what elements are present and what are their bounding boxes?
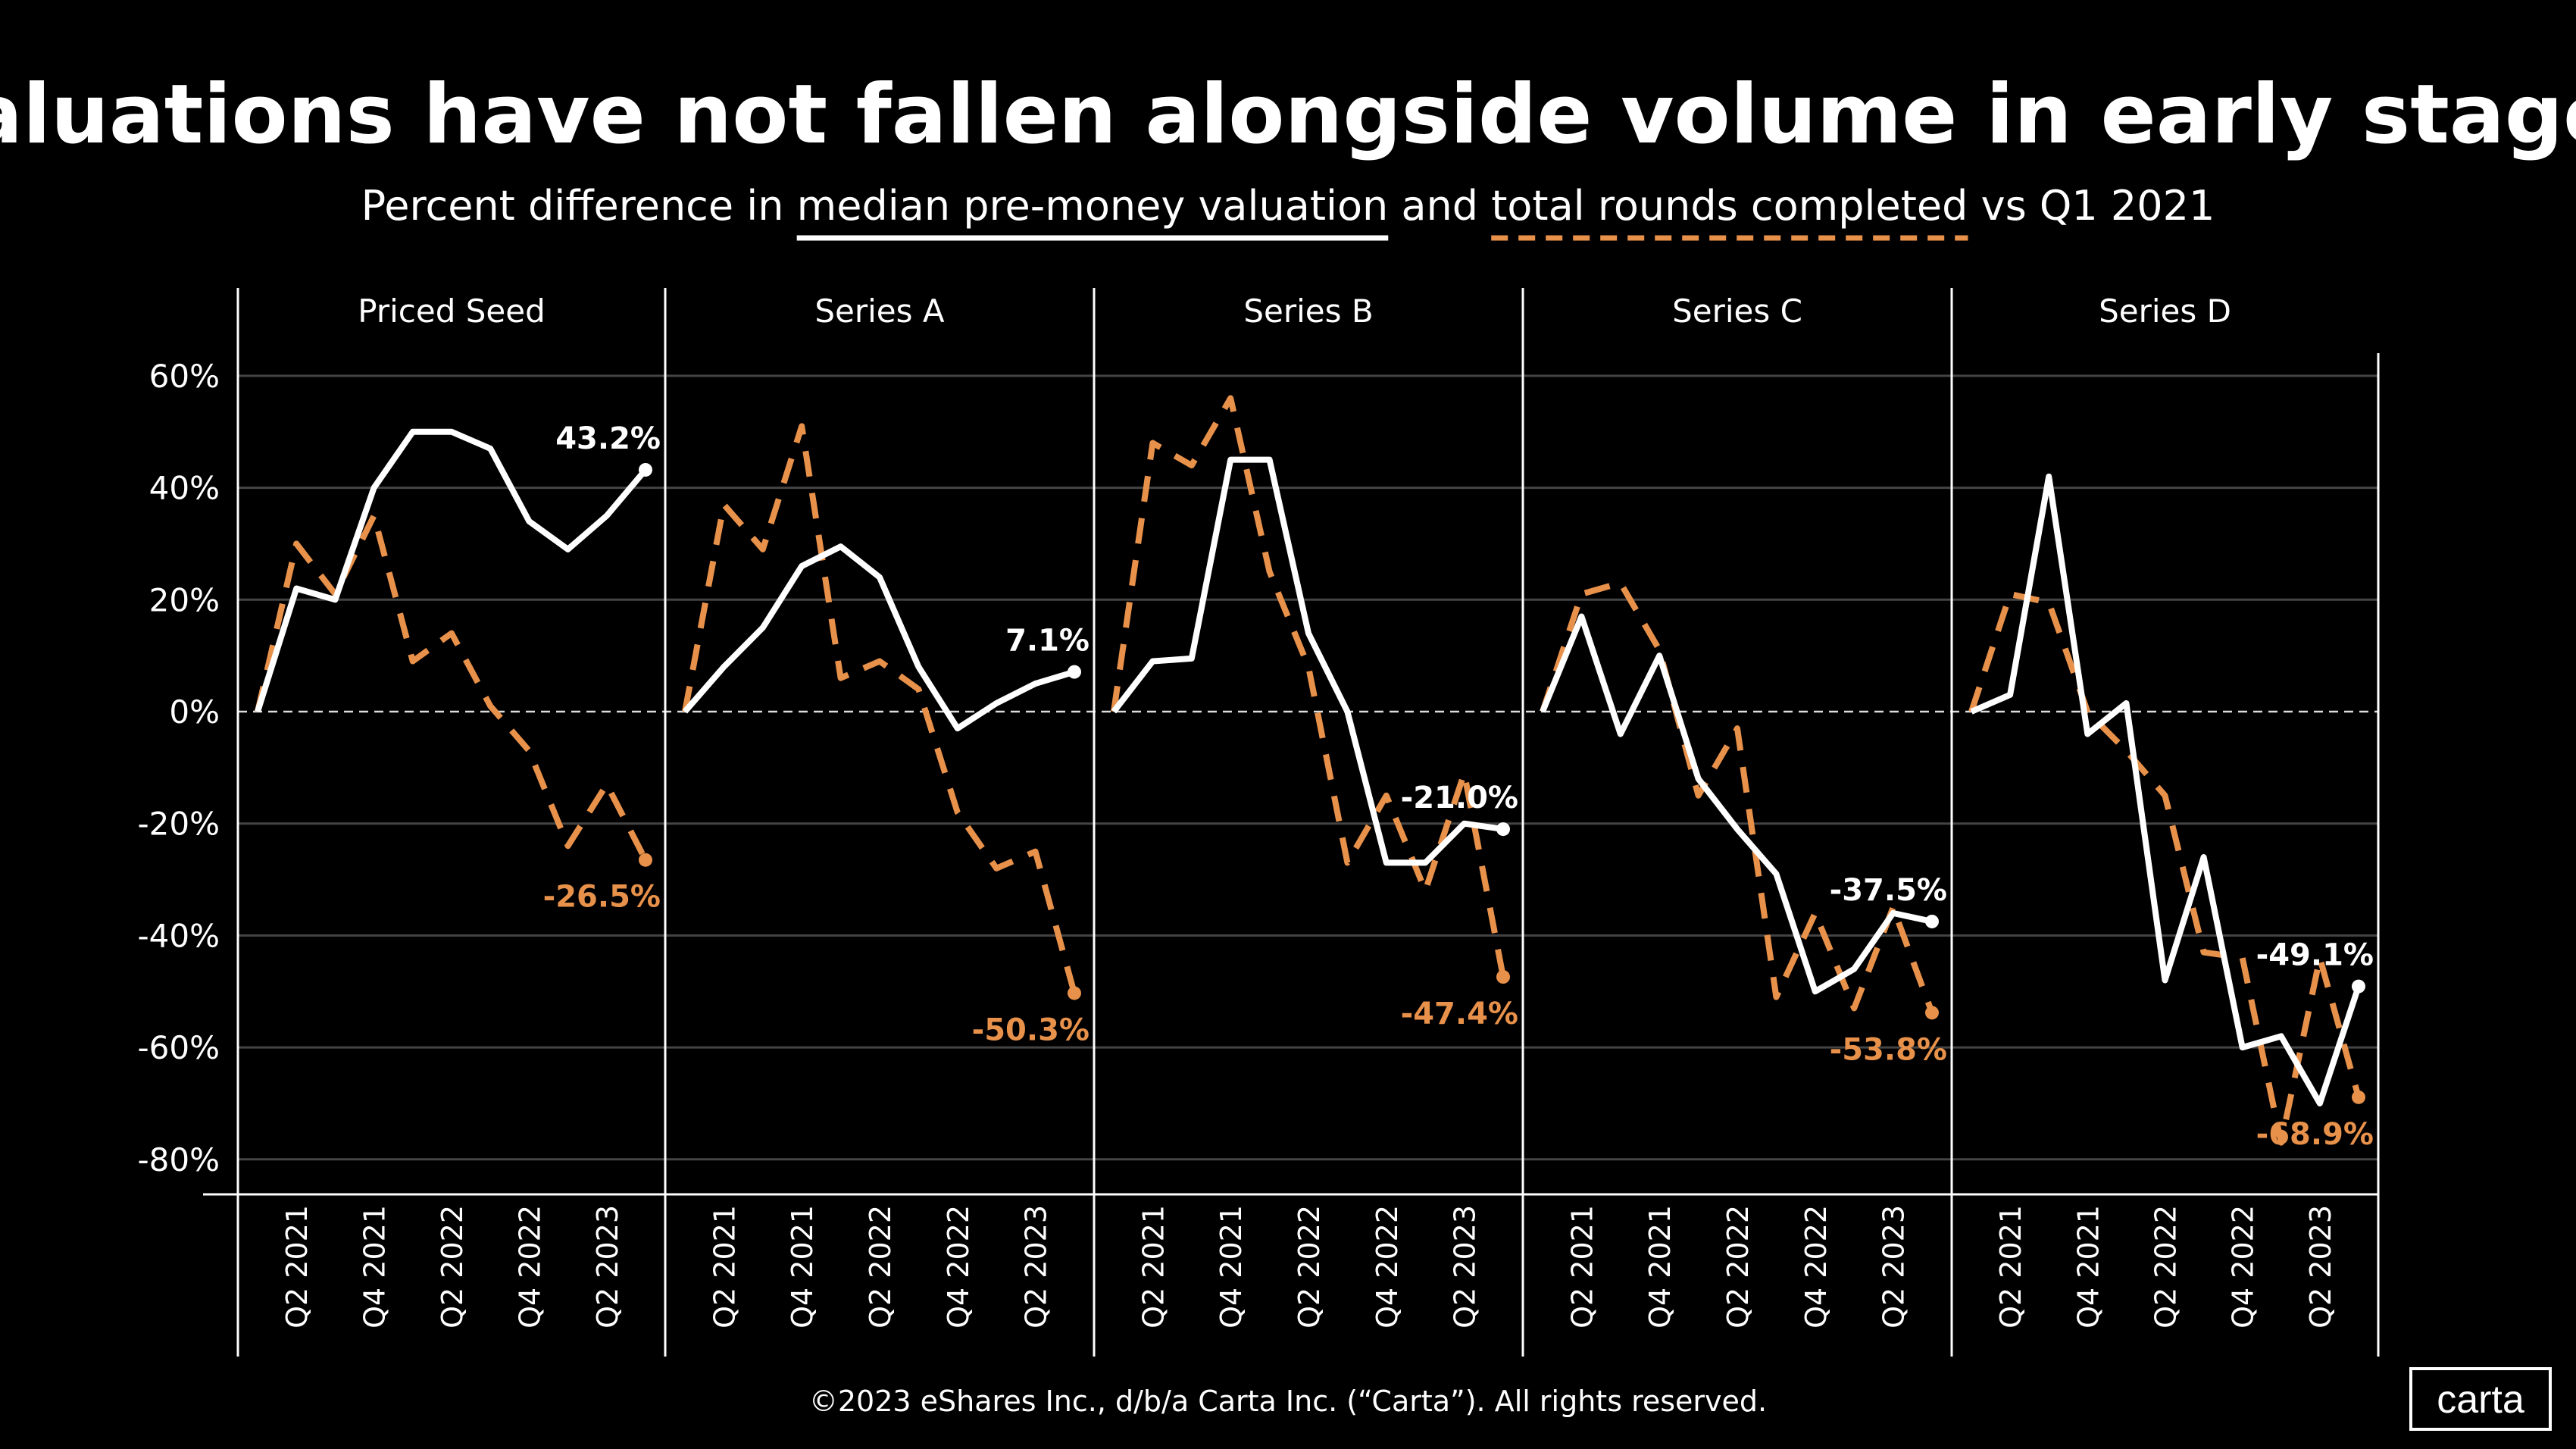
rounds-point [1496,970,1510,984]
rounds-line [682,423,1077,994]
rounds-end-label: -26.5% [543,880,661,915]
x-tick-label: Q2 2021 [708,1205,741,1329]
x-tick-label: Q2 2022 [1721,1205,1755,1329]
x-tick-label: Q4 2021 [1215,1205,1248,1329]
valuation-line [255,428,649,713]
x-tick-label: Q2 2021 [1994,1205,2027,1329]
rounds-line [1111,395,1506,978]
x-tick-label: Q2 2022 [436,1205,469,1329]
x-tick-label: Q2 2023 [1020,1205,1053,1329]
panel-title: Series A [814,293,945,330]
panel-series-d: Series D Q2 2021 Q4 2021 Q2 2022 Q4 2022 Q2 2… [1968,293,2374,1329]
panel-title: Priced Seed [358,293,545,330]
rounds-line [1540,580,1935,1014]
panel-series-c: Series C Q2 2021 Q4 2021 Q2 2022 Q4 2022 Q2 2… [1540,293,1947,1329]
x-tick-label: Q4 2021 [786,1205,819,1329]
rounds-point [1068,986,1081,1000]
chart-subtitle: Percent difference in median pre-money v… [361,182,2215,230]
y-tick-label: 0% [169,693,220,731]
x-tick-label: Q2 2021 [1565,1205,1599,1329]
x-tick-label: Q4 2022 [513,1205,546,1329]
valuation-end-label: 7.1% [1005,624,1089,659]
x-tick-label: Q2 2023 [1877,1205,1911,1329]
subtitle-series1: median pre-money valuation [797,182,1389,230]
x-tick-label: Q4 2022 [942,1205,975,1329]
x-tick-label: Q2 2023 [1449,1205,1482,1329]
rounds-end-label: -47.4% [1401,997,1518,1031]
valuation-point [1496,822,1510,837]
y-tick-label: 20% [149,581,220,618]
x-tick-label: Q4 2022 [1799,1205,1833,1329]
carta-logo: carta [2409,1367,2552,1431]
x-tick-label: Q2 2022 [1293,1205,1326,1329]
x-tick-label: Q4 2021 [358,1205,392,1329]
panel-series-a: Series A Q2 2021 Q4 2021 Q2 2022 Q4 2022 Q2 2… [682,293,1089,1329]
x-tick-label: Q2 2022 [864,1205,897,1329]
y-tick-label: -20% [137,806,220,843]
y-tick-label: 40% [149,470,220,507]
footer-copyright: ©2023 eShares Inc., d/b/a Carta Inc. (“C… [809,1385,1767,1418]
rounds-end-label: -50.3% [972,1012,1089,1047]
valuation-end-label: 43.2% [555,421,661,456]
valuation-line [1970,473,2362,1106]
panel-series-b: Series B Q2 2021 Q4 2021 Q2 2022 Q4 2022 Q2 2… [1111,293,1518,1329]
subtitle-prefix: Percent difference in [361,182,784,230]
chart-title: Valuations have not fallen alongside vol… [0,67,2576,162]
subtitle-suffix: vs Q1 2021 [1981,182,2215,230]
y-tick-label: -40% [137,917,220,954]
x-tick-label: Q2 2023 [2304,1205,2337,1329]
rounds-end-label: -68.9% [2256,1117,2374,1152]
panel-title: Series B [1243,293,1373,330]
valuation-end-label: -49.1% [2256,938,2374,973]
x-tick-label: Q2 2023 [591,1205,624,1329]
valuation-point [1925,914,1939,928]
rounds-point [1925,1006,1939,1020]
rounds-line [255,512,649,862]
rounds-point [2352,1090,2365,1104]
x-tick-label: Q2 2021 [1136,1205,1170,1329]
valuation-point [639,462,652,477]
panel-title: Series D [2099,293,2231,330]
valuation-end-label: -37.5% [1830,873,1947,908]
x-tick-label: Q4 2022 [1371,1205,1404,1329]
y-tick-label: -80% [137,1141,220,1178]
x-tick-label: Q4 2022 [2227,1205,2260,1329]
x-tick-label: Q2 2022 [2149,1205,2183,1329]
rounds-point [639,853,652,867]
rounds-end-label: -53.8% [1830,1032,1947,1067]
valuation-point [1068,665,1081,679]
valuation-point [2352,979,2365,994]
subtitle-series2: total rounds completed [1491,182,1968,230]
valuation-end-label: -21.0% [1401,781,1518,815]
subtitle-middle: and [1401,182,1478,230]
x-tick-label: Q2 2021 [280,1205,314,1329]
y-tick-label: -60% [137,1029,220,1066]
panel-priced-seed: Priced Seed Q2 2021 Q4 2021 Q2 2022 Q4 2022 Q… [255,293,661,1329]
y-tick-label: 60% [149,358,220,395]
panel-title: Series C [1672,293,1802,330]
x-tick-label: Q4 2021 [1643,1205,1677,1329]
svg-text:carta: carta [2437,1378,2524,1422]
rounds-line [1968,590,2362,1146]
x-tick-label: Q4 2021 [2071,1205,2105,1329]
